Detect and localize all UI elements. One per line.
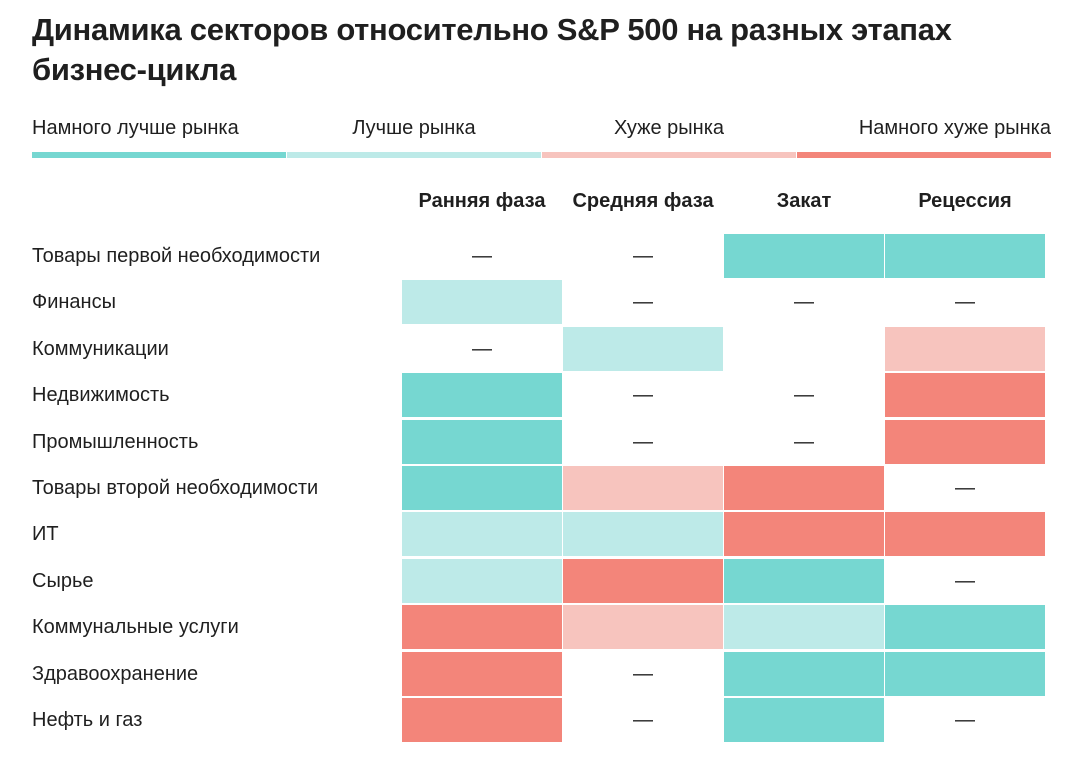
- row-label: Здравоохранение: [32, 662, 199, 685]
- heatmap-cell: [724, 466, 884, 510]
- heatmap-cell: [563, 326, 723, 371]
- legend-label: Намного лучше рынка: [32, 117, 239, 139]
- heatmap-cell: [724, 651, 884, 696]
- row-label: Нефть и газ: [32, 709, 143, 731]
- legend-label: Намного хуже рынка: [858, 117, 1051, 139]
- row-label: Коммунальные услуги: [32, 616, 239, 639]
- column-header: Закат: [776, 190, 832, 212]
- legend-color-bar: [287, 152, 541, 158]
- column-header: Рецессия: [918, 190, 1012, 212]
- neutral-dash: —: [955, 291, 975, 314]
- heatmap-cell: [885, 512, 1045, 557]
- neutral-dash: —: [794, 384, 814, 407]
- heatmap-cell: [724, 605, 884, 650]
- heatmap-cell: [402, 419, 562, 464]
- heatmap-cell: [402, 280, 562, 325]
- legend-color-bar: [797, 152, 1051, 158]
- neutral-dash: —: [472, 245, 492, 267]
- heatmap-cell: [563, 605, 723, 650]
- row-label: Финансы: [32, 291, 116, 314]
- heatmap-cell: [563, 558, 723, 603]
- neutral-dash: —: [794, 291, 814, 314]
- neutral-dash: —: [955, 477, 975, 499]
- heatmap-cell: [724, 512, 884, 557]
- heatmap-cell: [724, 234, 884, 278]
- heatmap-cell: [724, 698, 884, 742]
- neutral-dash: —: [472, 337, 492, 360]
- heatmap-cell: [563, 466, 723, 510]
- neutral-dash: —: [955, 709, 975, 731]
- neutral-dash: —: [633, 430, 653, 453]
- neutral-dash: —: [633, 245, 653, 267]
- neutral-dash: —: [794, 430, 814, 453]
- heatmap-cell: [885, 419, 1045, 464]
- legend-label: Лучше рынка: [352, 117, 476, 139]
- column-header: Средняя фаза: [572, 190, 714, 212]
- neutral-dash: —: [633, 384, 653, 407]
- neutral-dash: —: [955, 569, 975, 592]
- row-label: Коммуникации: [32, 337, 169, 360]
- heatmap-cell: [885, 234, 1045, 278]
- legend-color-bar: [542, 152, 796, 158]
- row-label: Товары первой необходимости: [32, 245, 321, 267]
- heatmap-cell: [885, 605, 1045, 650]
- heatmap-cell: [724, 558, 884, 603]
- heatmap-cell: [402, 558, 562, 603]
- row-label: Недвижимость: [32, 384, 170, 407]
- chart-title: Динамика секторов относительно S&P 500 н…: [32, 12, 952, 87]
- neutral-dash: —: [633, 662, 653, 685]
- column-header: Ранняя фаза: [418, 190, 546, 212]
- neutral-dash: —: [633, 709, 653, 731]
- heatmap-cell: [563, 512, 723, 557]
- row-label: Промышленность: [32, 430, 199, 453]
- row-label: ИТ: [32, 523, 59, 546]
- heatmap-cell: [402, 605, 562, 650]
- heatmap-cell: [885, 651, 1045, 696]
- neutral-dash: —: [633, 291, 653, 314]
- legend-label: Хуже рынка: [613, 117, 725, 139]
- heatmap-cell: [402, 466, 562, 510]
- row-label: Товары второй необходимости: [32, 477, 319, 499]
- legend-color-bar: [32, 152, 286, 158]
- heatmap-cell: [402, 698, 562, 742]
- heatmap-cell: [402, 512, 562, 557]
- heatmap-cell: [402, 373, 562, 418]
- heatmap-cell: [885, 373, 1045, 418]
- row-label: Сырье: [32, 569, 94, 592]
- heatmap-cell: [885, 326, 1045, 371]
- heatmap-cell: [402, 651, 562, 696]
